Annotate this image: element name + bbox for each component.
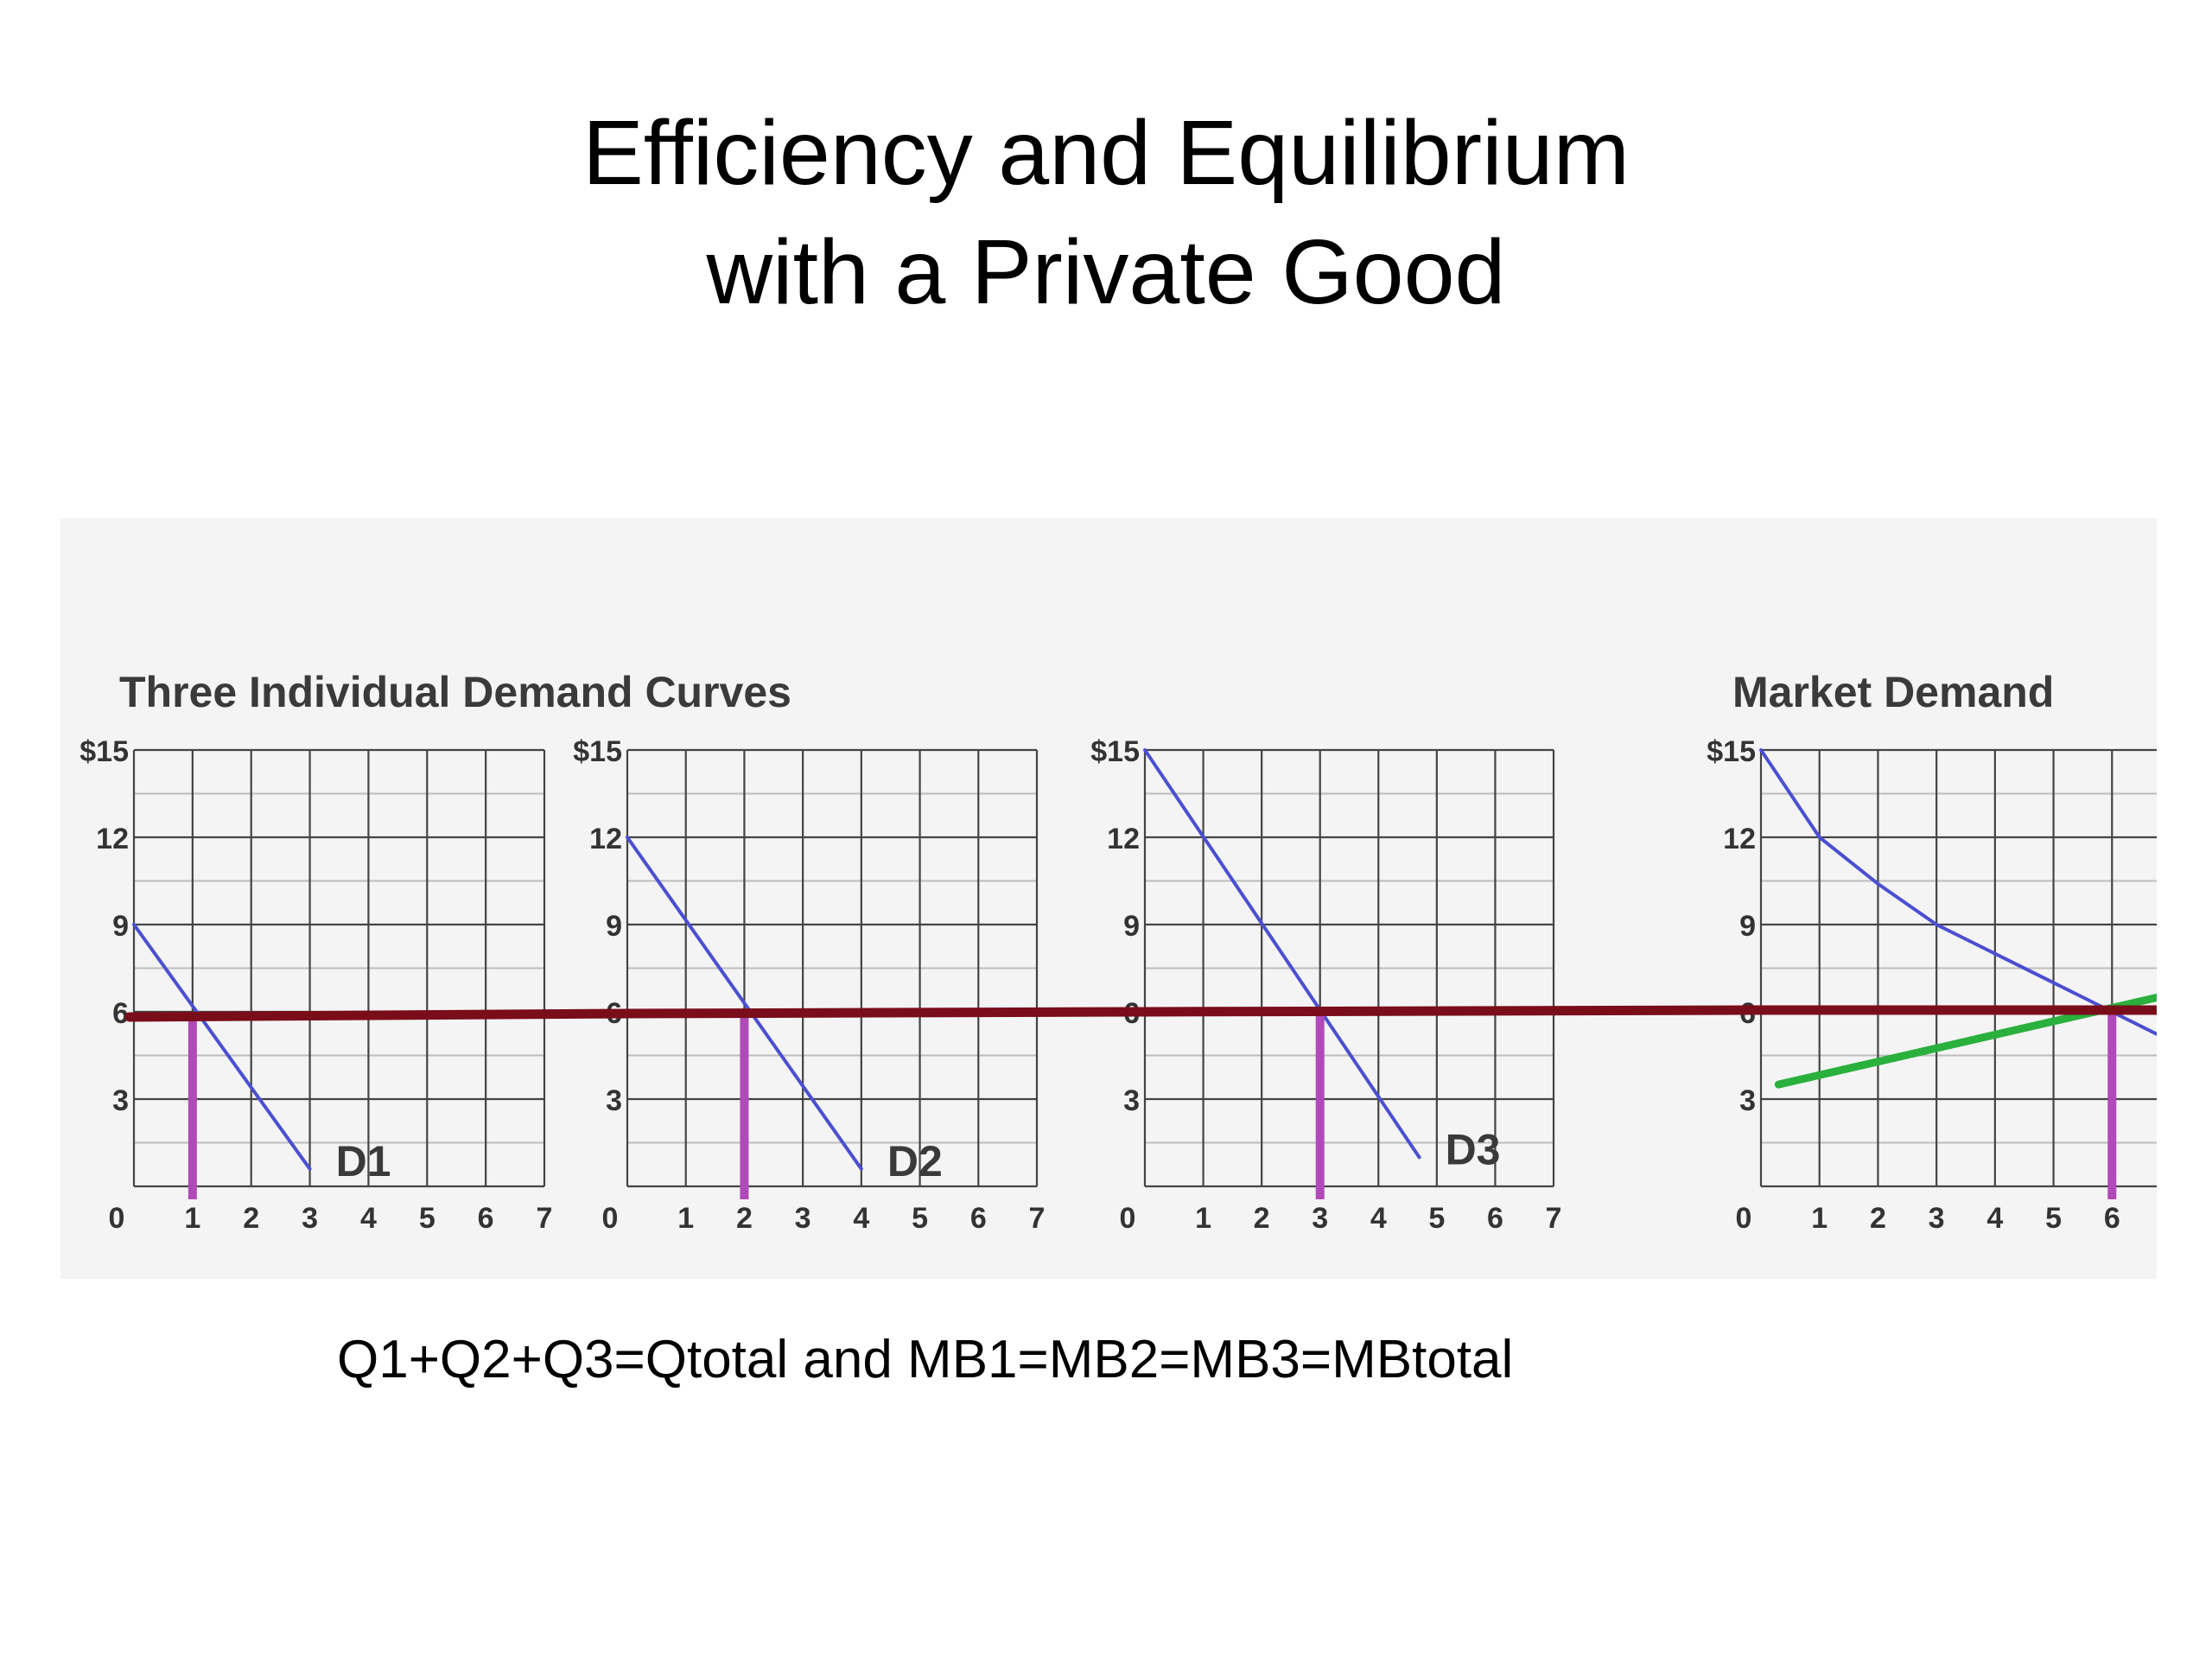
y-tick-label: $15 bbox=[1707, 735, 1756, 768]
x-tick-label: 4 bbox=[853, 1202, 869, 1235]
demand-curve bbox=[626, 836, 863, 1171]
price-line bbox=[124, 1005, 2157, 1022]
x-tick-label: 6 bbox=[478, 1202, 494, 1235]
market-demand-heading: Market Demand bbox=[1732, 668, 2054, 716]
x-tick-label: 5 bbox=[1428, 1202, 1445, 1235]
x-tick-label: 3 bbox=[1929, 1202, 1945, 1235]
x-tick-label: 7 bbox=[1029, 1202, 1046, 1235]
y-tick-label: 3 bbox=[1739, 1084, 1756, 1117]
x-tick-label: 3 bbox=[1312, 1202, 1328, 1235]
x-tick-label: 1 bbox=[1811, 1202, 1827, 1235]
efficiency-condition-caption: Q1+Q2+Q3=Qtotal and MB1=MB2=MB3=MBtotal bbox=[337, 1330, 1514, 1389]
x-tick-label: 4 bbox=[1370, 1202, 1387, 1235]
x-tick-label: 0 bbox=[1736, 1202, 1752, 1235]
slide-title: Efficiency and Equilibrium with a Privat… bbox=[0, 93, 2212, 332]
x-tick-label: 2 bbox=[736, 1202, 753, 1235]
x-tick-label: 5 bbox=[419, 1202, 435, 1235]
x-tick-label: 2 bbox=[1254, 1202, 1270, 1235]
y-tick-label: 12 bbox=[589, 823, 622, 855]
x-tick-label: 2 bbox=[1870, 1202, 1886, 1235]
y-tick-label: 12 bbox=[1723, 823, 1756, 855]
individual-demand-heading: Three Individual Demand Curves bbox=[119, 668, 791, 716]
demand-curves-figure: Three Individual Demand Curves Market De… bbox=[60, 518, 2157, 1279]
x-tick-label: 1 bbox=[184, 1202, 200, 1235]
demand-charts-svg: Three Individual Demand Curves Market De… bbox=[79, 668, 2157, 1235]
y-tick-label: $15 bbox=[573, 735, 622, 768]
x-tick-label: 6 bbox=[1487, 1202, 1503, 1235]
y-tick-label: 3 bbox=[1123, 1084, 1140, 1117]
slide-title-line-1: Efficiency and Equilibrium bbox=[582, 102, 1630, 204]
y-tick-label: 9 bbox=[1123, 910, 1140, 943]
x-tick-label: 2 bbox=[243, 1202, 259, 1235]
y-tick-label: $15 bbox=[1090, 735, 1140, 768]
y-tick-label: 9 bbox=[606, 910, 622, 943]
y-tick-label: 9 bbox=[112, 910, 129, 943]
x-tick-label: 7 bbox=[537, 1202, 553, 1235]
x-tick-label: 1 bbox=[1195, 1202, 1211, 1235]
y-tick-label: 12 bbox=[96, 823, 129, 855]
demand-curve-label: D1 bbox=[336, 1137, 391, 1185]
x-tick-label: 7 bbox=[1546, 1202, 1562, 1235]
x-tick-label: 5 bbox=[2045, 1202, 2062, 1235]
x-tick-label: 1 bbox=[677, 1202, 694, 1235]
demand-curve-label: D2 bbox=[887, 1137, 943, 1185]
x-tick-label: 6 bbox=[2104, 1202, 2120, 1235]
x-tick-label: 4 bbox=[1986, 1202, 2003, 1235]
y-tick-label: 6 bbox=[112, 997, 129, 1030]
x-tick-label: 0 bbox=[1120, 1202, 1136, 1235]
y-tick-label: 12 bbox=[1107, 823, 1140, 855]
x-tick-label: 5 bbox=[912, 1202, 928, 1235]
x-tick-label: 0 bbox=[109, 1202, 125, 1235]
x-tick-label: 3 bbox=[302, 1202, 318, 1235]
slide-title-line-2: with a Private Good bbox=[706, 221, 1506, 323]
y-tick-label: $15 bbox=[79, 735, 129, 768]
x-tick-label: 0 bbox=[602, 1202, 619, 1235]
demand-curve bbox=[1143, 748, 1421, 1160]
x-tick-label: 6 bbox=[970, 1202, 987, 1235]
demand-curve bbox=[132, 923, 312, 1171]
y-tick-label: 9 bbox=[1739, 910, 1756, 943]
x-tick-label: 4 bbox=[360, 1202, 377, 1235]
x-tick-label: 3 bbox=[795, 1202, 811, 1235]
y-tick-label: 3 bbox=[112, 1084, 129, 1117]
y-tick-label: 3 bbox=[606, 1084, 622, 1117]
demand-curve-label: D3 bbox=[1446, 1125, 1501, 1173]
